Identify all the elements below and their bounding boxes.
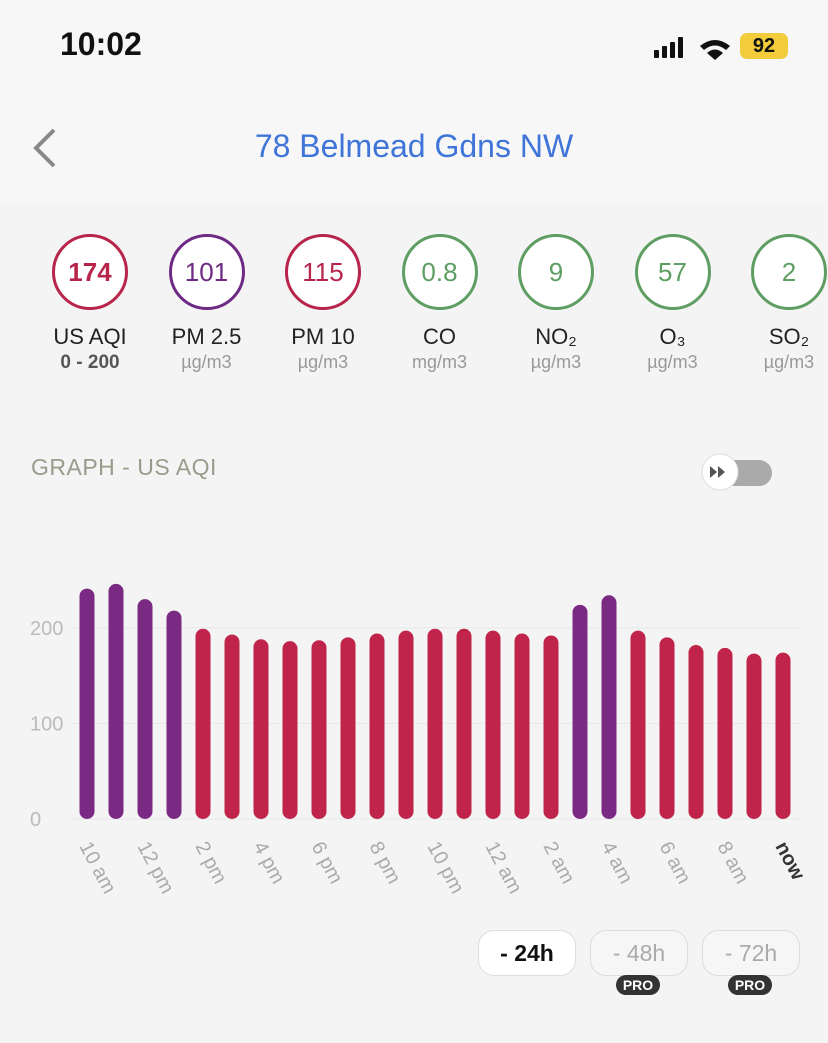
bar bbox=[398, 630, 414, 819]
battery: 92 bbox=[740, 33, 788, 59]
pollutant[interactable]: 101 PM 2.5 µg/m3 bbox=[149, 234, 265, 373]
pollutant[interactable]: 9 NO₂ µg/m3 bbox=[498, 234, 614, 373]
x-tick-label: 6 pm bbox=[307, 838, 347, 888]
header-bg bbox=[0, 0, 828, 202]
pollutant-value: 115 bbox=[285, 234, 361, 310]
pollutant-name: O₃ bbox=[659, 324, 686, 349]
pollutant-name: NO₂ bbox=[535, 324, 577, 349]
bar bbox=[282, 641, 298, 819]
pollutant-unit: 0 - 200 bbox=[60, 352, 120, 373]
pollutant-unit: µg/m3 bbox=[297, 352, 349, 372]
pollutant-name: PM 10 bbox=[291, 324, 355, 349]
bar bbox=[311, 640, 327, 819]
range-button[interactable]: - 72h bbox=[702, 930, 800, 976]
bar bbox=[630, 630, 646, 819]
x-tick-label: now bbox=[771, 838, 809, 884]
bar bbox=[166, 610, 182, 819]
pollutant-unit: µg/m3 bbox=[763, 352, 815, 372]
pollutant-name: SO₂ bbox=[768, 324, 810, 349]
bar bbox=[195, 628, 211, 819]
bar bbox=[224, 634, 240, 819]
range-button[interactable]: - 48h bbox=[590, 930, 688, 976]
pollutant-unit: mg/m3 bbox=[411, 352, 467, 372]
x-tick-label: 10 pm bbox=[423, 838, 469, 897]
pro-badge: PRO bbox=[728, 975, 772, 995]
pollutant-unit: µg/m3 bbox=[530, 352, 582, 372]
pollutant-value: 101 bbox=[168, 234, 245, 310]
back-button[interactable] bbox=[28, 126, 60, 170]
bar bbox=[485, 630, 501, 819]
pollutant-unit: µg/m3 bbox=[181, 352, 232, 372]
pollutant-value: 9 bbox=[518, 234, 594, 310]
section-title: GRAPH - US AQI bbox=[31, 454, 217, 480]
status-time: 10:02 bbox=[60, 26, 142, 62]
bar bbox=[108, 583, 124, 819]
x-tick-label: 2 am bbox=[539, 838, 579, 888]
pollutant[interactable]: 115 PM 10 µg/m3 bbox=[265, 234, 381, 373]
pollutant[interactable]: 174 US AQI 0 - 200 bbox=[32, 234, 148, 374]
x-tick-label: 12 pm bbox=[133, 838, 179, 897]
x-tick-label: 8 am bbox=[713, 838, 753, 888]
bar bbox=[746, 653, 762, 819]
status-icons bbox=[654, 37, 730, 60]
y-tick-label: 100 bbox=[30, 713, 63, 735]
bar bbox=[137, 599, 153, 819]
bar bbox=[79, 588, 95, 819]
x-tick-label: 4 pm bbox=[249, 838, 289, 888]
pollutant-name: US AQI bbox=[53, 324, 127, 349]
x-tick-label: 10 am bbox=[75, 838, 121, 897]
x-tick-label: 2 pm bbox=[191, 838, 231, 888]
location-title: 78 Belmead Gdns NW bbox=[254, 128, 574, 164]
bar bbox=[340, 637, 356, 819]
x-tick-label: 6 am bbox=[655, 838, 695, 888]
pollutant[interactable]: 57 O₃ µg/m3 bbox=[615, 234, 731, 373]
bar bbox=[253, 639, 269, 819]
pollutant-unit: µg/m3 bbox=[647, 352, 698, 372]
y-tick-label: 200 bbox=[30, 618, 63, 640]
bar bbox=[369, 633, 385, 819]
pollutant-value: 57 bbox=[634, 234, 711, 310]
bar bbox=[543, 635, 559, 819]
pollutant-value: 2 bbox=[751, 234, 827, 310]
pollutant[interactable]: 2 SO₂ µg/m3 bbox=[731, 234, 828, 373]
pollutant-value: 174 bbox=[52, 234, 128, 310]
bar bbox=[572, 604, 588, 819]
bar bbox=[427, 628, 443, 819]
bar bbox=[688, 645, 704, 819]
pollutant-name: PM 2.5 bbox=[171, 324, 242, 349]
x-tick-label: 4 am bbox=[597, 838, 637, 888]
forecast-toggle[interactable] bbox=[698, 453, 774, 493]
bar bbox=[601, 595, 617, 819]
pollutant-value: 0.8 bbox=[401, 234, 478, 310]
bar bbox=[514, 633, 530, 819]
pollutant-name: CO bbox=[423, 324, 456, 349]
pro-badge: PRO bbox=[616, 975, 660, 995]
bar bbox=[659, 637, 675, 819]
bar bbox=[456, 628, 472, 819]
pollutant[interactable]: 0.8 CO mg/m3 bbox=[382, 234, 498, 373]
range-button[interactable]: - 24h bbox=[478, 930, 576, 976]
x-tick-label: 8 pm bbox=[365, 838, 405, 888]
y-tick-label: 0 bbox=[30, 809, 41, 831]
bar bbox=[775, 652, 791, 819]
bar bbox=[717, 647, 733, 819]
x-tick-label: 12 am bbox=[481, 838, 527, 897]
